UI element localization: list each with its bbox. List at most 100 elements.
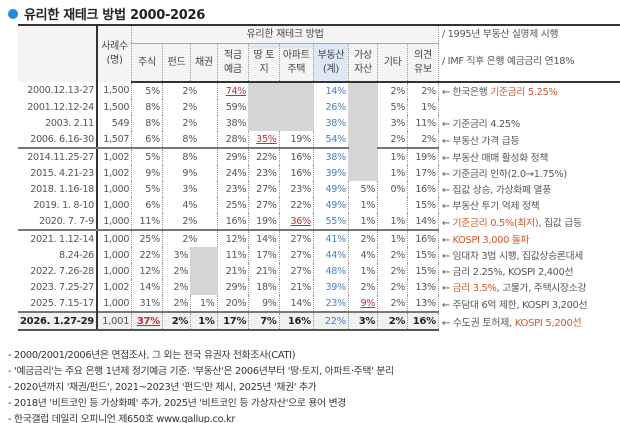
sample-size: 1,002 bbox=[96, 165, 133, 181]
value-text: 2% bbox=[390, 297, 406, 309]
value-text: 27% bbox=[256, 183, 277, 195]
event-note-text: ← 부동산 투기 억제 정책 bbox=[441, 201, 540, 212]
value-land: 7% bbox=[248, 311, 280, 331]
value-text: 39% bbox=[325, 167, 347, 179]
value-text: 15% bbox=[415, 265, 436, 277]
value-text: 19% bbox=[256, 215, 277, 227]
event-note-text: , 고물가, 주택시장소강 bbox=[496, 283, 587, 294]
value-text: 23% bbox=[225, 183, 247, 195]
header-note: / IMF 직후 은행 예금금리 연18% bbox=[438, 43, 620, 83]
table-row: 2018. 1.16-18 1,000 5% 3% 23% 27% 23% 49% 5% 0% 16… bbox=[18, 181, 620, 197]
event-note-text: ← 집값 상승, 가상화폐 열풍 bbox=[441, 185, 551, 196]
value-virtual: 5% bbox=[347, 181, 379, 197]
value-text: 12% bbox=[225, 233, 247, 245]
value-text: 22% bbox=[290, 199, 311, 211]
value-stock: 37% bbox=[131, 311, 163, 331]
value-stock: 14% bbox=[131, 279, 163, 295]
event-note: ← KOSPI 3,000 돌파 bbox=[438, 230, 620, 247]
value-deposit: 16% bbox=[216, 213, 250, 230]
value-text: 37% bbox=[136, 315, 160, 327]
value-other: 2% bbox=[377, 131, 409, 148]
value-stock: 5% bbox=[131, 181, 163, 197]
value-text: 29% bbox=[225, 281, 247, 293]
value-text: 6% bbox=[145, 199, 160, 211]
value-land: 19% bbox=[248, 213, 280, 230]
value-stock: 8% bbox=[131, 115, 163, 131]
survey-date: 2025. 7.15-17 bbox=[18, 295, 98, 312]
value-text: 1% bbox=[199, 297, 215, 309]
event-note: ← 부동산 가격 급등 bbox=[438, 131, 620, 148]
event-note: ← 금리 3.5%, 고물가, 주택시장소강 bbox=[438, 279, 620, 295]
value-text: 18% bbox=[256, 281, 277, 293]
value-text: 2% bbox=[421, 85, 436, 97]
sample-size: 549 bbox=[96, 115, 133, 131]
survey-date: 8.24-26 bbox=[18, 247, 98, 263]
value-text: 2% bbox=[388, 315, 406, 327]
sample-size: 1,002 bbox=[96, 279, 133, 295]
event-note-text: 기준금리 0.5%(최저) bbox=[452, 217, 539, 229]
sample-size: 1,000 bbox=[96, 295, 133, 312]
value-other: 2% bbox=[377, 279, 409, 295]
value-stock: 25% bbox=[131, 229, 163, 247]
value-text: 2% bbox=[390, 249, 406, 261]
value-text: 44% bbox=[325, 249, 347, 261]
value-text: 4% bbox=[360, 249, 376, 261]
sample-size: 1,002 bbox=[96, 147, 133, 165]
not-asked-cell bbox=[190, 247, 218, 295]
value-virtual: 3% bbox=[347, 311, 379, 331]
value-text: 19% bbox=[290, 133, 311, 145]
value-text: 3% bbox=[390, 117, 406, 129]
value-text: 9% bbox=[145, 167, 160, 179]
value-land: 23% bbox=[248, 165, 280, 181]
value-land: 21% bbox=[248, 263, 280, 279]
survey-date: 2014.11.25-27 bbox=[18, 147, 98, 165]
value-undecided: 1% bbox=[407, 99, 439, 115]
value-text: 8% bbox=[145, 101, 160, 113]
value-text: 2% bbox=[421, 133, 436, 145]
value-text: 2% bbox=[173, 297, 189, 309]
value-text: 23% bbox=[256, 167, 277, 179]
table-row: 2019. 1. 8-10 1,000 6% 4% 25% 27% 22% 49% 1% 15% ←… bbox=[18, 197, 620, 213]
event-note-text: ← bbox=[441, 283, 453, 294]
value-undecided: 15% bbox=[407, 197, 439, 213]
table-row: 8.24-26 1,000 22% 3% 11% 17% 27% 44% 4% 2% 15% ← 임대… bbox=[18, 247, 620, 295]
value-undecided: 13% bbox=[407, 279, 439, 295]
value-other: 1% bbox=[377, 213, 409, 230]
value-stock: 9% bbox=[131, 165, 163, 181]
value-text: 2% bbox=[182, 117, 198, 129]
survey-date: 2019. 1. 8-10 bbox=[18, 197, 98, 213]
value-undecided: 11% bbox=[407, 115, 439, 131]
value-text: 28% bbox=[225, 133, 247, 145]
value-text: 25% bbox=[139, 233, 160, 245]
event-note-text: ← 한국은행 bbox=[441, 87, 491, 98]
value-re: 48% bbox=[312, 263, 349, 279]
event-note: ← 임대차 3법 시행, 집값상승론대세 bbox=[438, 247, 620, 263]
event-note: ← 부동산 투기 억제 정책 bbox=[438, 197, 620, 213]
value-text: 2% bbox=[390, 281, 406, 293]
footnote: - '예금금리'는 주요 은행 1년제 정기예금 기준. '부동산'은 2006… bbox=[8, 366, 394, 377]
value-land: 27% bbox=[248, 181, 280, 197]
value-text: 16% bbox=[415, 233, 436, 245]
survey-date: 2003. 2.11 bbox=[18, 115, 98, 131]
value-text: 55% bbox=[325, 215, 347, 227]
event-note-text: ← 임대차 3법 시행, 집값상승론대세 bbox=[441, 251, 583, 262]
table-row: 2025. 7.15-17 1,000 31% 2% 1% 20% 9% 14% 23% 9% 2%… bbox=[18, 295, 620, 312]
value-text: 27% bbox=[290, 233, 311, 245]
value-virtual: 1% bbox=[347, 197, 379, 213]
table-row: 2001.12.12-24 1,500 8% 2% 59% 26% 5% 1% bbox=[18, 99, 620, 115]
event-note: ← 한국은행 기준금리 5.25% bbox=[438, 82, 620, 99]
value-undecided: 17% bbox=[407, 165, 439, 181]
value-apt: 27% bbox=[278, 229, 314, 247]
column-header-apt: 아파트 주택 bbox=[278, 43, 314, 83]
value-fund: 2% bbox=[161, 82, 218, 99]
value-undecided: 2% bbox=[407, 131, 439, 148]
value-other: 1% bbox=[377, 147, 409, 165]
value-text: 38% bbox=[225, 117, 247, 129]
event-note: ← 집값 상승, 가상화폐 열풍 bbox=[438, 181, 620, 197]
value-other: 2% bbox=[377, 247, 409, 263]
event-note-text: ← 부동산 매매 활성화 정책 bbox=[441, 152, 549, 164]
value-stock: 12% bbox=[131, 263, 163, 279]
value-text: 9% bbox=[182, 167, 198, 179]
footnote: - 한국갤럽 데일리 오피니언 제650호 www.gallup.co.kr bbox=[8, 414, 236, 423]
sample-size: 1,000 bbox=[96, 197, 133, 213]
